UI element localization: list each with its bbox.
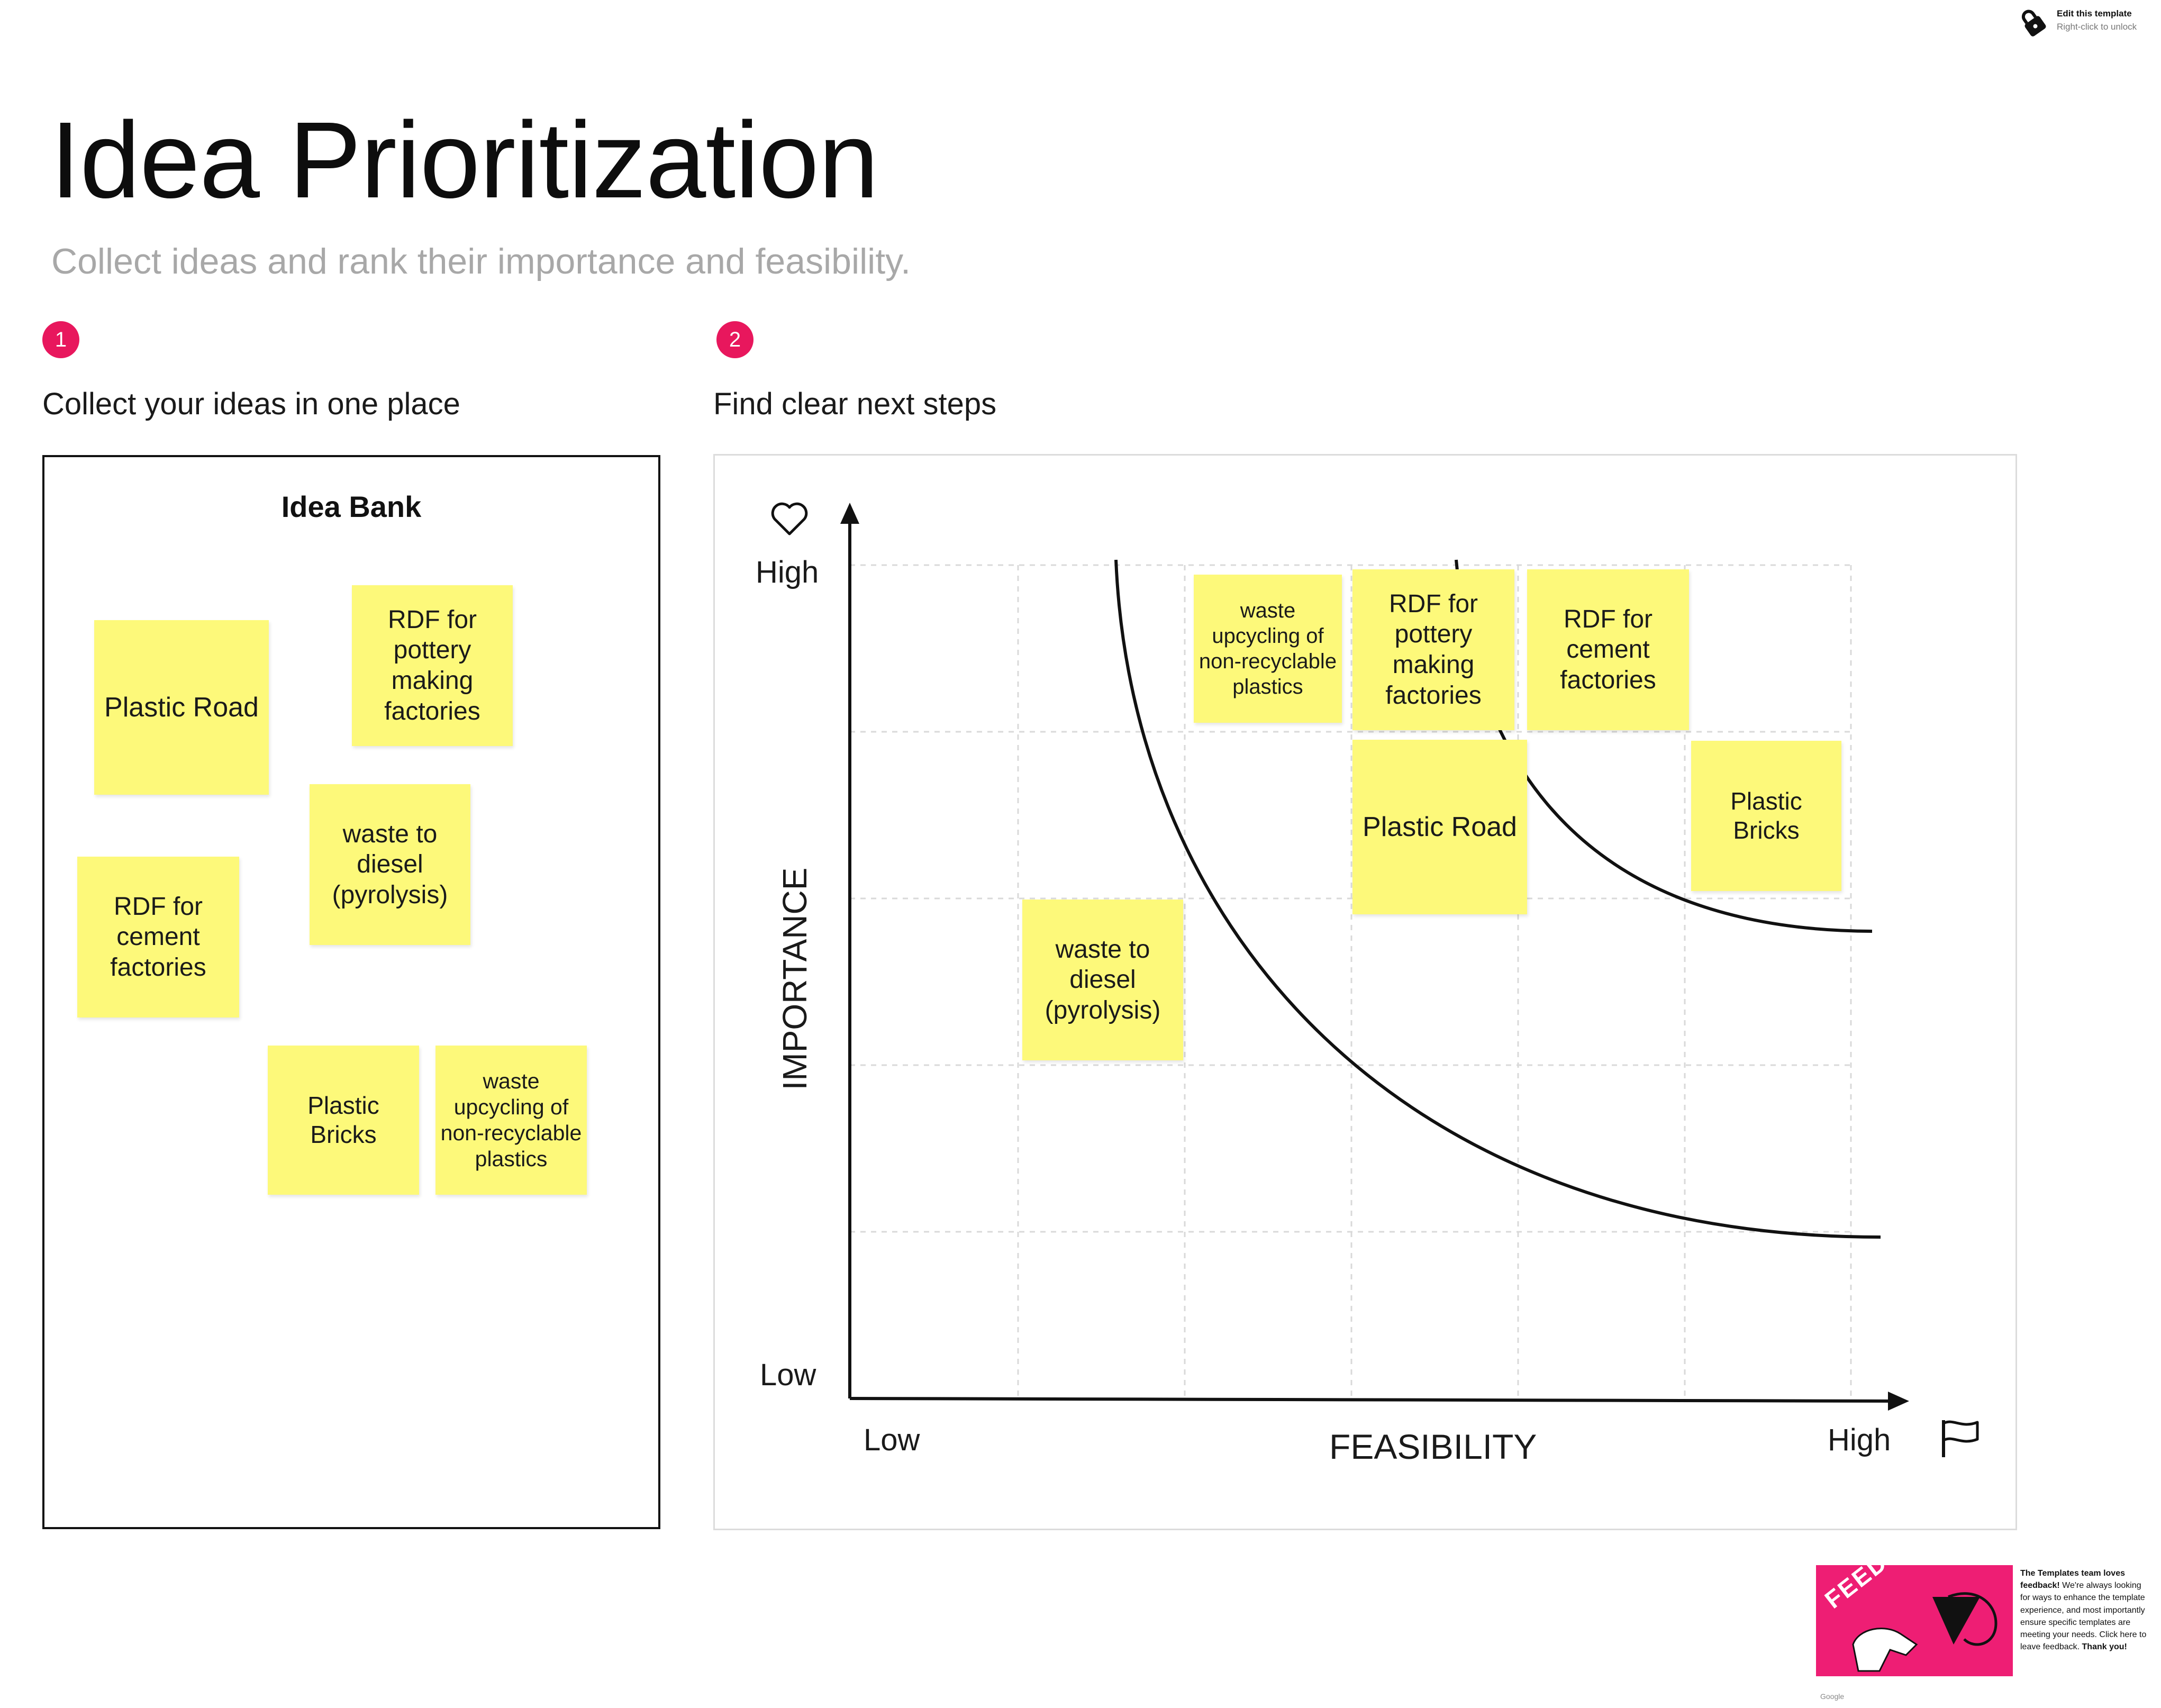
priority-curve-inner bbox=[1114, 559, 1881, 1239]
edit-template-hint[interactable]: Edit this template Right-click to unlock bbox=[2057, 7, 2137, 33]
matrix-note[interactable]: RDF for cement factories bbox=[1527, 569, 1689, 730]
y-axis-high-label: High bbox=[756, 555, 819, 589]
feedback-body: We're always looking for ways to enhance… bbox=[2020, 1581, 2147, 1652]
matrix-note[interactable]: Plastic Bricks bbox=[1691, 741, 1841, 891]
edit-hint-title: Edit this template bbox=[2057, 8, 2132, 19]
idea-bank-note[interactable]: RDF for cement factories bbox=[77, 857, 239, 1017]
x-axis-title: FEASIBILITY bbox=[1329, 1427, 1537, 1466]
lock-icon[interactable] bbox=[2017, 5, 2050, 38]
matrix-note[interactable]: RDF for pottery making factories bbox=[1352, 569, 1514, 730]
matrix-grid bbox=[850, 564, 1852, 1398]
step-1-badge: 1 bbox=[42, 321, 79, 358]
idea-bank-note[interactable]: Plastic Bricks bbox=[268, 1046, 419, 1195]
heart-icon bbox=[770, 500, 809, 537]
feedback-card[interactable]: FEEDBACK bbox=[1816, 1565, 2013, 1676]
matrix-note[interactable]: Plastic Road bbox=[1352, 740, 1527, 914]
flag-icon bbox=[1938, 1417, 1983, 1459]
matrix-note[interactable]: waste to diesel (pyrolysis) bbox=[1022, 900, 1183, 1060]
google-logo: Google bbox=[1820, 1692, 1845, 1701]
page-subtitle: Collect ideas and rank their importance … bbox=[51, 241, 911, 281]
matrix-note[interactable]: waste upcycling of non-recyclable plasti… bbox=[1194, 575, 1342, 723]
feedback-text[interactable]: The Templates team loves feedback! We're… bbox=[2020, 1567, 2147, 1653]
idea-bank-note[interactable]: RDF for pottery making factories bbox=[352, 585, 513, 746]
x-axis-low-label: Low bbox=[864, 1423, 920, 1457]
x-axis-arrow bbox=[1888, 1392, 1909, 1411]
x-axis-line bbox=[849, 1397, 1899, 1403]
page-title: Idea Prioritization bbox=[50, 99, 879, 221]
y-axis-low-label: Low bbox=[760, 1358, 816, 1392]
y-axis-arrow bbox=[840, 503, 859, 524]
x-axis-high-label: High bbox=[1828, 1423, 1891, 1457]
edit-hint-subtitle: Right-click to unlock bbox=[2057, 21, 2137, 32]
idea-bank-title: Idea Bank bbox=[281, 490, 422, 523]
y-axis-title: IMPORTANCE bbox=[776, 867, 814, 1091]
feedback-lead: The Templates team loves feedback! bbox=[2020, 1569, 2125, 1591]
idea-bank-note[interactable]: waste to diesel (pyrolysis) bbox=[310, 784, 470, 945]
idea-bank-note[interactable]: waste upcycling of non-recyclable plasti… bbox=[435, 1046, 587, 1195]
step-1-label: Collect your ideas in one place bbox=[42, 387, 460, 421]
idea-bank-note[interactable]: Plastic Road bbox=[94, 620, 269, 795]
step-2-label: Find clear next steps bbox=[713, 387, 997, 421]
step-2-badge: 2 bbox=[716, 321, 753, 358]
feedback-thanks: Thank you! bbox=[2082, 1642, 2127, 1652]
feedback-illustration bbox=[1852, 1592, 1997, 1672]
